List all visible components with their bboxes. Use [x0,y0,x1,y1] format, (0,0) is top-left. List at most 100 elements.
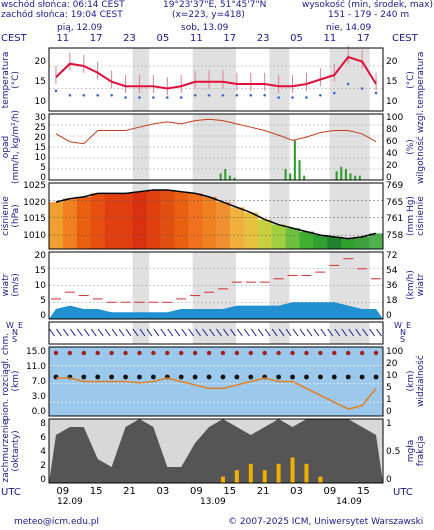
wind-arrow-8 [104,328,111,337]
day-bottom-3: 14.09 [336,497,362,507]
clouds-tick-r-1: 0.5 [386,447,401,457]
wind-arrow-15 [153,328,160,337]
press-tick-r-2: 761 [386,214,404,225]
wind-arrow-34 [285,328,292,337]
precip-bar-0 [219,173,222,180]
wind-arrow-3 [69,328,76,337]
compass-left-0: W [6,321,14,330]
clouds-label-right: frakcja [416,435,426,467]
precip-bar-4 [284,169,287,180]
cb-mid-dot-19 [317,374,323,380]
panel-frame-dir [48,321,384,345]
cb-top-dot-22 [359,350,365,356]
footer-email[interactable]: meteo@icm.edu.pl [14,517,99,527]
dewpoint-point-3 [96,93,100,97]
day-bottom-2: 13.09 [200,497,226,507]
cb-top-dot-18 [304,350,309,356]
press-tick-l-1: 1020 [23,197,46,208]
compass-left-2: E [18,321,24,330]
dewpoint-point-12 [221,93,225,97]
temp-tick-r-0: 20 [386,57,398,67]
precip-tick-l-6: 0 [40,173,46,183]
wind-arrow-12 [132,328,139,337]
press-tick-r-1: 765 [386,197,404,208]
wind-label-right: wiatr [416,273,426,297]
precip-tick-r-5: 0 [386,173,392,183]
precip-tick-r-3: 40 [386,149,398,159]
precip-bar-5 [289,173,292,180]
timezone-left: CEST [1,33,27,44]
hour-bottom-4: 09 [189,486,203,497]
press-tick-l-0: 1025 [23,181,46,191]
pressure-bar-19 [313,235,328,249]
clouds-tick-l-1: 6 [40,433,46,443]
precip-bar-12 [349,173,352,180]
wind-arrow-13 [139,328,146,337]
compass-right-3: S [400,335,406,344]
wind-arrow-4 [76,328,83,337]
temp-tick-l-1: 15 [34,77,46,87]
pressure-bar-17 [285,228,300,249]
cb-top-dot-3 [95,350,100,356]
wind-arrow-22 [202,328,208,337]
cb-top-dot-7 [151,350,156,356]
clouds-tick-l-4: 0 [40,475,46,485]
precip-bar-11 [344,169,347,180]
compass-right-2: E [406,321,412,330]
press-tick-r-0: 769 [386,181,404,191]
cb-label-left: pion. rozciągł. chm. [1,332,11,421]
cb-tick-l-1: 11.0 [25,362,46,372]
coords-text: 19°23'37"E, 51°45'7"N [163,0,267,10]
pressure-bar-11 [202,196,217,249]
cb-mid-dot-4 [109,374,115,380]
precip-bar-14 [358,175,361,180]
pressure-bar-20 [327,236,342,249]
temp-line [55,55,377,90]
wind-tick-l-2: 10 [34,281,46,291]
hour-top-7: 05 [290,33,303,44]
precip-bar-10 [340,166,343,180]
wind-arrow-9 [111,328,118,337]
wind-arrow-16 [160,328,167,337]
cb-tick-r-0: 100 [386,347,404,357]
precip-tick-r-1: 80 [386,125,398,135]
wind-arrow-0 [49,328,55,337]
hour-bottom-0: 09 [56,486,70,497]
dewpoint-point-23 [374,91,378,95]
dewpoint-point-13 [235,93,239,97]
cb-top-dot-10 [192,350,198,356]
cb-mid-dot-6 [137,374,142,380]
pressure-bar-5 [118,193,133,249]
hour-bottom-9: 15 [356,486,370,497]
cb-tick-l-0: 15.0 [25,347,46,357]
pressure-bar-23 [369,233,384,249]
cb-top-dot-12 [220,350,226,356]
pressure-bar-21 [341,238,356,249]
hour-bottom-3: 03 [156,486,170,497]
cb-mid-dot-22 [359,374,365,380]
precip-bar-1 [224,169,227,180]
dewpoint-point-16 [277,96,280,99]
hour-top-2: 23 [123,33,136,44]
wind-arrow-21 [195,328,202,337]
wind-arrow-6 [90,328,97,337]
utc-right: UTC [393,487,413,498]
cb-mid-dot-16 [276,374,282,380]
dewpoint-point-6 [138,96,141,99]
cb-top-dot-14 [248,350,253,356]
wind-tick-r-3: 18 [386,296,398,306]
cb-tick-r-2: 10 [386,371,398,381]
night-band-dir-2 [269,322,290,344]
cb-top-dot-21 [346,350,351,356]
wind-arrow-44 [355,328,362,337]
night-band-precip-2 [269,114,290,180]
wind-arrow-35 [292,328,299,337]
cb-top-dot-6 [137,350,142,356]
wind-arrow-30 [257,328,264,337]
cb-mid-dot-23 [373,374,379,380]
precip-bar-13 [354,175,357,180]
wind-label-left: wiatr [1,273,11,297]
hour-top-9: 17 [356,33,370,44]
press-unit-right: (mm Hg) [406,196,416,236]
